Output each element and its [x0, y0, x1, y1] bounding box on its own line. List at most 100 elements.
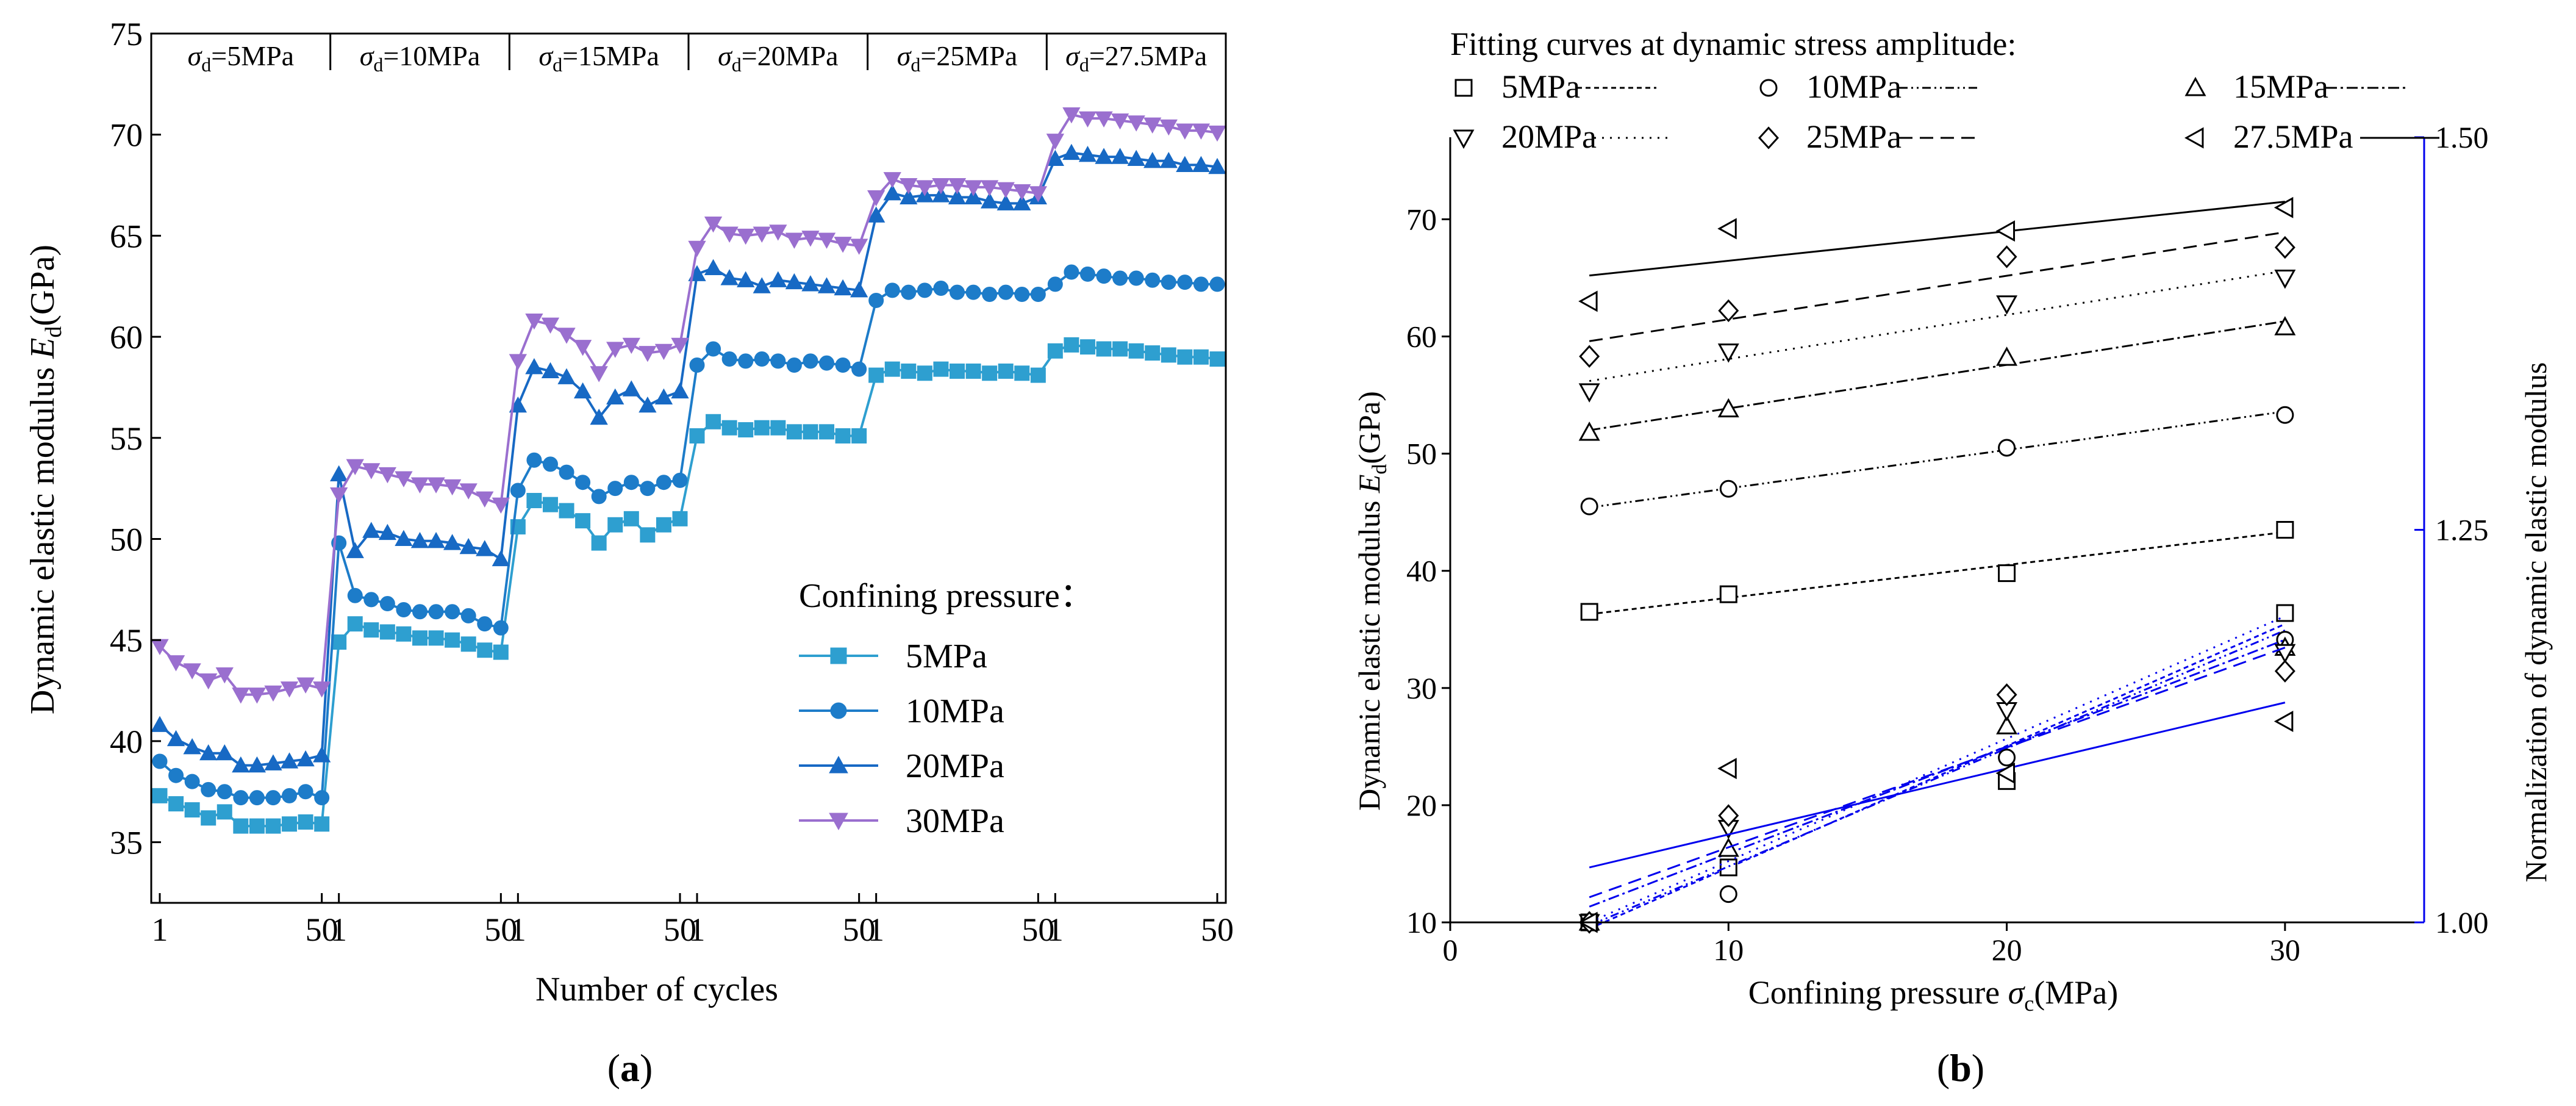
normalized-point: [2274, 659, 2295, 683]
y-tick-label: 50: [110, 521, 143, 558]
data-point: [525, 314, 543, 330]
data-point: [689, 357, 705, 373]
data-point: [476, 540, 494, 556]
stage-label-symbol: σ: [188, 40, 203, 71]
data-point: [233, 818, 249, 834]
normalized-point: [1717, 758, 1737, 780]
legend-label: 10MPa: [1806, 68, 1902, 105]
series-25MPa: [1579, 231, 2295, 934]
modulus-point: [1717, 343, 1739, 363]
data-point: [656, 475, 671, 490]
data-point: [917, 365, 932, 381]
legend-label: 5MPa: [906, 637, 987, 675]
data-point: [654, 343, 673, 361]
data-point: [1177, 275, 1193, 290]
y-tick-label: 70: [110, 117, 143, 154]
legend-title: Confining pressure：: [799, 577, 1094, 615]
data-point: [721, 351, 737, 367]
data-point: [1096, 268, 1112, 284]
data-point: [834, 279, 852, 296]
legend-label: 15MPa: [2233, 68, 2328, 105]
data-point: [769, 224, 787, 241]
y-tick-label: 45: [110, 622, 143, 659]
data-point: [445, 632, 460, 648]
data-point: [607, 481, 623, 497]
series-line: [159, 151, 1218, 767]
y-tick-label: 70: [1406, 202, 1437, 236]
data-point: [460, 608, 476, 623]
stage-label-symbol: σ: [718, 40, 733, 71]
series-30MPa: [151, 107, 1226, 704]
data-point: [932, 186, 950, 203]
legend-swatch-marker: [830, 702, 847, 719]
data-point: [346, 542, 364, 558]
stage-label-value: =27.5MPa: [1089, 40, 1207, 71]
data-point: [280, 752, 299, 769]
data-point: [232, 688, 250, 704]
data-point: [362, 463, 381, 479]
data-point: [720, 226, 739, 243]
x-tick-label: 50: [1021, 911, 1054, 948]
modulus-point: [1580, 603, 1598, 621]
data-point: [1047, 343, 1063, 359]
data-point: [265, 790, 281, 806]
x-tick-label: 50: [664, 911, 696, 948]
fit-line: [1589, 231, 2286, 342]
data-point: [1193, 349, 1209, 365]
stage-label-value: =25MPa: [920, 40, 1017, 71]
data-point: [671, 382, 689, 399]
stage-label-sub: d: [373, 54, 383, 76]
data-point: [770, 353, 786, 369]
data-point: [867, 190, 886, 207]
data-point: [688, 240, 706, 257]
normalized-fit-line: [1589, 615, 2286, 924]
panel-a-x-axis-title: Number of cycles: [535, 971, 778, 1008]
stage-label-sub: d: [1079, 54, 1089, 76]
data-point: [427, 477, 445, 494]
data-point: [965, 363, 981, 379]
data-point: [1193, 276, 1209, 292]
data-point: [166, 730, 185, 747]
stage-label: σd=20MPa: [718, 40, 839, 76]
x-tick-label: 1: [331, 911, 347, 948]
legend-swatch-marker: [1453, 129, 1475, 149]
data-point: [785, 273, 804, 290]
data-point: [199, 744, 218, 761]
stage-label-value: =10MPa: [383, 40, 480, 71]
data-point: [704, 216, 723, 233]
data-point: [184, 802, 200, 818]
data-point: [216, 804, 232, 820]
legend-label: 30MPa: [906, 802, 1004, 840]
panel-a-stage-labels: σd=5MPa σd=10MPa σd=15MPa σd=20MPa σd=25MPa σ…: [188, 40, 1208, 76]
legend-swatch-marker: [2184, 76, 2206, 96]
data-point: [1062, 107, 1081, 124]
data-point: [183, 738, 201, 755]
data-point: [883, 172, 901, 189]
data-point: [753, 226, 771, 243]
data-point: [1111, 148, 1129, 164]
x-tick-label: 10: [1713, 933, 1744, 967]
panel-a-label: (a): [607, 1046, 653, 1090]
data-point: [445, 604, 460, 620]
data-point: [460, 636, 476, 652]
data-point: [151, 716, 169, 732]
data-point: [996, 194, 1015, 210]
data-point: [1111, 113, 1129, 130]
data-point: [1176, 123, 1194, 140]
data-point: [525, 357, 543, 375]
data-point: [1209, 276, 1225, 292]
x-tick-label: 30: [2270, 933, 2300, 967]
data-point: [378, 467, 397, 484]
fit-line: [1589, 270, 2286, 382]
fit-line: [1589, 201, 2286, 277]
panel-a-chart: σd=5MPa σd=10MPa σd=15MPa σd=20MPa σd=25MPa σ…: [24, 16, 1234, 1090]
data-point: [1095, 148, 1113, 164]
modulus-point: [2276, 521, 2294, 539]
data-point: [248, 688, 267, 704]
data-point: [654, 388, 673, 405]
data-point: [510, 483, 526, 498]
data-point: [1112, 270, 1128, 286]
data-point: [606, 388, 624, 405]
